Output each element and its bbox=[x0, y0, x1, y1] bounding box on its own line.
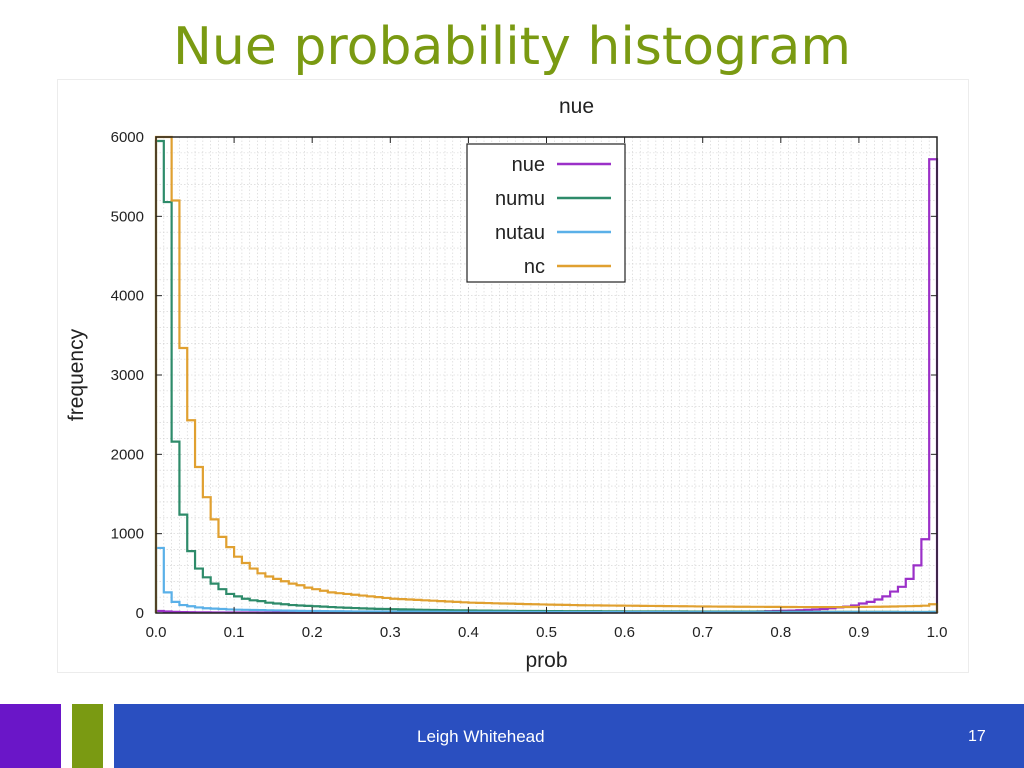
y-tick-label: 1000 bbox=[111, 526, 144, 543]
x-tick-label: 0.0 bbox=[146, 624, 167, 641]
y-tick-label: 6000 bbox=[111, 129, 144, 146]
legend: nue numu nutau nc bbox=[466, 143, 626, 283]
chart-panel: 0.0 0.1 0.2 0.3 0.4 0.5 0.6 0.7 0.8 0.9 1.0 0 1000 20… bbox=[58, 80, 968, 672]
x-tick-label: 0.7 bbox=[692, 624, 713, 641]
x-tick-label: 0.4 bbox=[458, 624, 479, 641]
x-tick-label: 0.6 bbox=[614, 624, 635, 641]
page-number: 17 bbox=[968, 728, 986, 745]
chart-title: nue bbox=[559, 95, 594, 118]
x-tick-label: 0.8 bbox=[770, 624, 791, 641]
x-tick-label: 0.2 bbox=[302, 624, 323, 641]
legend-label-nc: nc bbox=[524, 256, 545, 278]
y-tick-label: 0 bbox=[136, 605, 144, 622]
y-tick-label: 3000 bbox=[111, 367, 144, 384]
footer-author: Leigh Whitehead bbox=[417, 727, 545, 746]
x-tick-label: 0.9 bbox=[848, 624, 869, 641]
legend-box bbox=[466, 143, 626, 283]
slide-title: Nue probability histogram bbox=[173, 17, 851, 77]
series-nutau-line bbox=[154, 546, 939, 614]
footer-green-block bbox=[72, 704, 103, 768]
histogram-chart: 0.0 0.1 0.2 0.3 0.4 0.5 0.6 0.7 0.8 0.9 1.0 0 1000 20… bbox=[65, 95, 948, 672]
footer-bar bbox=[0, 704, 1024, 768]
footer-blue-block bbox=[114, 704, 1024, 768]
x-tick-label: 0.3 bbox=[380, 624, 401, 641]
series-nc-line bbox=[154, 135, 939, 613]
y-tick-label: 2000 bbox=[111, 446, 144, 463]
tick-layer: 0.0 0.1 0.2 0.3 0.4 0.5 0.6 0.7 0.8 0.9 1.0 0 1000 20… bbox=[111, 129, 948, 641]
x-tick-label: 0.1 bbox=[224, 624, 245, 641]
legend-label-numu: numu bbox=[495, 188, 545, 210]
y-tick-label: 4000 bbox=[111, 288, 144, 305]
y-tick-label: 5000 bbox=[111, 208, 144, 225]
legend-label-nutau: nutau bbox=[495, 222, 545, 244]
x-axis-label: prob bbox=[525, 649, 567, 672]
y-axis-label: frequency bbox=[65, 328, 88, 421]
x-tick-label: 1.0 bbox=[927, 624, 948, 641]
footer-purple-block bbox=[0, 704, 61, 768]
legend-label-nue: nue bbox=[512, 154, 545, 176]
x-tick-label: 0.5 bbox=[536, 624, 557, 641]
